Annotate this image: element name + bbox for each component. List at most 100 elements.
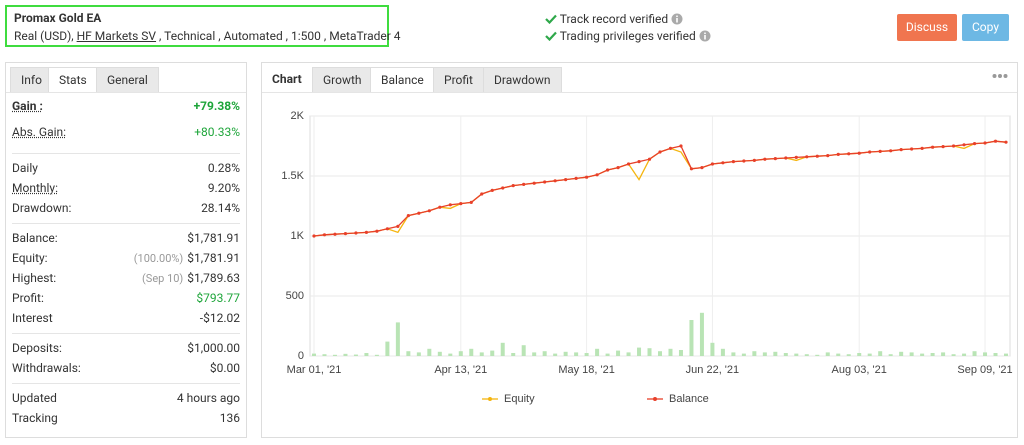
volume-bar (553, 353, 558, 356)
volume-bar (322, 354, 327, 356)
legend-marker-dot (488, 397, 492, 401)
series-point (585, 175, 589, 179)
series-point (773, 157, 777, 161)
x-tick-label: Mar 01, '21 (287, 364, 342, 376)
tab[interactable]: Drawdown (483, 67, 562, 93)
stat-value-text: $0.00 (209, 361, 240, 375)
volume-bar (490, 350, 495, 356)
info-icon[interactable] (699, 30, 711, 42)
series-point (312, 234, 316, 238)
volume-bar (427, 348, 432, 356)
volume-bar (312, 353, 316, 356)
series-point (333, 232, 337, 236)
series-line (313, 140, 1007, 237)
volume-bar (741, 353, 746, 356)
copy-button[interactable]: Copy (962, 14, 1009, 41)
series-point (889, 149, 893, 153)
volume-bar (930, 353, 935, 356)
series-point (543, 180, 547, 184)
series-point (910, 147, 914, 151)
stat-label: Balance: (12, 231, 58, 245)
tab[interactable]: Profit (433, 67, 484, 93)
series-point (354, 231, 358, 235)
series-point (459, 202, 463, 206)
stat-row: Balance: $1,781.91 (12, 228, 240, 248)
volume-bar (479, 352, 484, 356)
stat-label: Gain : (12, 99, 43, 113)
series-point (731, 160, 735, 164)
divider (12, 383, 240, 384)
volume-bar (836, 353, 841, 356)
details: , Technical , Automated , 1:500 , MetaTr… (159, 29, 401, 43)
stat-value: $1,781.91 (187, 228, 240, 248)
verification-text: Trading privileges verified (559, 29, 696, 43)
stat-value: $793.77 (196, 288, 240, 308)
volume-bar (983, 352, 988, 356)
volume-bar (678, 350, 683, 356)
volume-bar (878, 351, 883, 356)
account-header: Promax Gold EA Real (USD), HF Markets SV,… (5, 5, 401, 47)
tab[interactable]: Growth (312, 67, 373, 93)
volume-bar (332, 354, 337, 356)
series-point (847, 152, 851, 156)
stat-value-text: $793.77 (196, 291, 240, 305)
volume-bar (783, 353, 788, 356)
volume-bar (395, 322, 400, 356)
series-point (784, 156, 788, 160)
series-point (522, 182, 526, 186)
stat-value-text: $1,000.00 (187, 341, 240, 355)
volume-bar (637, 347, 642, 356)
series-point (689, 167, 694, 171)
stat-value-text: +80.33% (194, 125, 240, 139)
series-point (836, 152, 840, 156)
tab[interactable]: Info (10, 67, 53, 93)
volume-bar (605, 353, 610, 356)
volume-bar (941, 352, 946, 356)
tab-divider (6, 92, 246, 93)
series-point (637, 160, 641, 164)
stat-label: Monthly: (12, 181, 58, 195)
info-icon[interactable] (671, 13, 683, 25)
discuss-button[interactable]: Discuss (897, 14, 957, 41)
stat-label: Equity: (12, 251, 48, 265)
volume-bar (448, 353, 453, 356)
stat-row: Profit: $793.77 (12, 288, 240, 308)
menu-icon[interactable] (992, 73, 1008, 79)
tab[interactable]: General (96, 67, 159, 93)
series-point (962, 143, 966, 147)
tab[interactable]: Stats (48, 67, 98, 93)
stat-label: Profit: (12, 291, 44, 305)
stat-label: Highest: (12, 271, 57, 285)
series-point (1004, 140, 1008, 144)
series-point (679, 144, 683, 148)
x-tick-label: Jun 22, '21 (686, 364, 739, 376)
series-line (313, 140, 1007, 237)
chart: 0 500 1K 1.5K 2K Mar 01, '21 Apr 13, '21 May 18… (281, 110, 1012, 405)
series-point (972, 142, 977, 146)
volume-bar (532, 352, 537, 356)
series-point (626, 162, 631, 166)
volume-bar (563, 351, 568, 356)
series-point (490, 188, 494, 192)
volume-bar (626, 352, 631, 356)
stat-value-text: $1,789.63 (187, 271, 240, 285)
stat-label: Daily (12, 161, 38, 175)
series-point (899, 148, 903, 152)
volume-bar (962, 353, 967, 356)
account-details: Real (USD), HF Markets SV, Technical , Au… (14, 29, 404, 43)
series-point (721, 161, 725, 165)
tab[interactable]: Balance (370, 67, 435, 93)
legend-label: Balance (669, 393, 709, 405)
series-point (794, 155, 798, 159)
broker-link[interactable]: HF Markets SV (76, 29, 157, 43)
volume-bar (773, 351, 778, 356)
check-icon (545, 14, 557, 25)
volume-bar (867, 353, 872, 356)
volume-bar (909, 352, 914, 356)
volume-bar (353, 354, 358, 356)
x-tick-label: May 18, '21 (558, 364, 615, 376)
series-point (553, 179, 557, 183)
volume-bar (364, 353, 369, 356)
volume-bar (857, 353, 862, 356)
volume-bar (825, 352, 830, 356)
